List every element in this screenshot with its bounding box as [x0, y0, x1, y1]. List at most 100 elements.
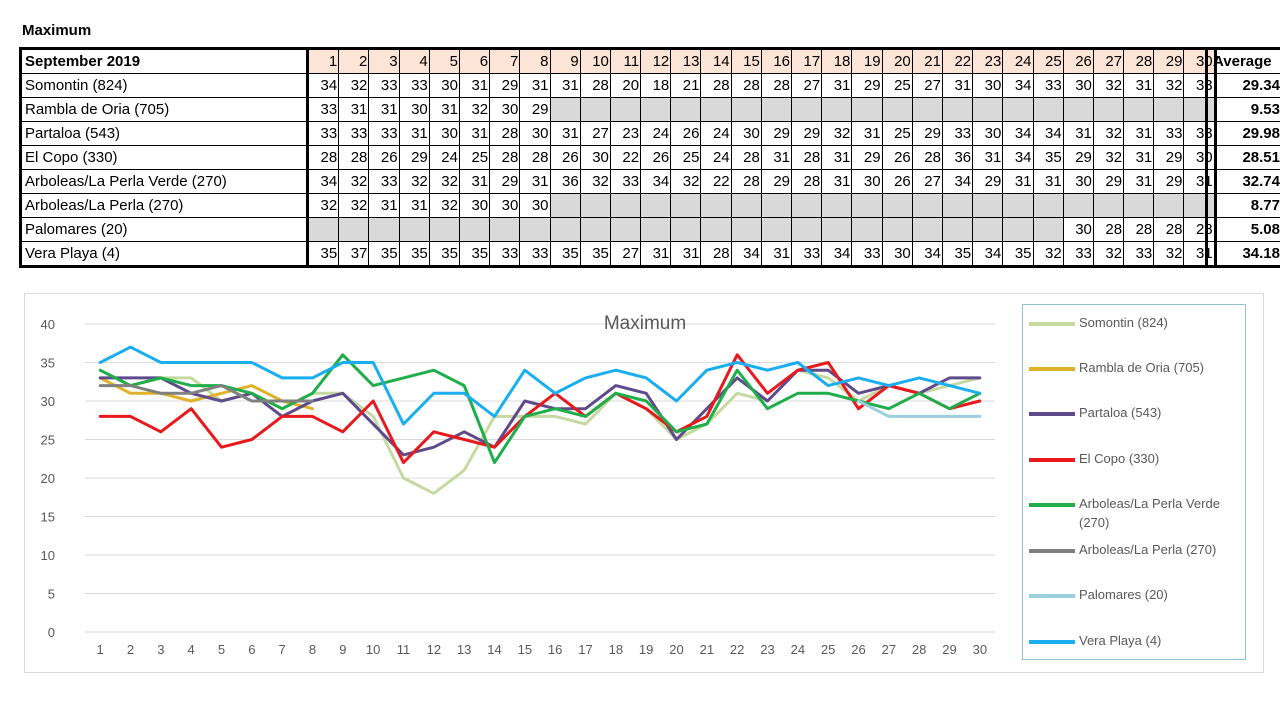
table-cell: 29 [1153, 145, 1185, 170]
table-cell [640, 97, 672, 122]
table-cell: 29 [911, 121, 943, 146]
table-cell [549, 217, 581, 242]
table-cell: 32 [398, 169, 430, 194]
table-cell: 31 [1123, 121, 1155, 146]
table-cell: 30 [398, 97, 430, 122]
x-tick-label: 20 [669, 642, 683, 657]
table-cell: 29 [1062, 145, 1094, 170]
table-cell: 29 [851, 73, 883, 98]
table-cell: 24 [700, 121, 732, 146]
table-cell: 26 [670, 121, 702, 146]
table-cell: 28 [519, 145, 551, 170]
table-cell: 26 [368, 145, 400, 170]
day-header: 3 [368, 48, 400, 74]
table-cell: 31 [549, 73, 581, 98]
table-cell: 24 [700, 145, 732, 170]
table-cell [1002, 97, 1034, 122]
table-cell: 32 [1092, 241, 1125, 267]
table-cell: 36 [549, 169, 581, 194]
day-header: 12 [640, 48, 672, 74]
station-name: Somontin (824) [20, 73, 309, 98]
x-tick-label: 11 [397, 642, 411, 657]
table-cell: 30 [1062, 73, 1094, 98]
series-line-arboleas-la-perla-verde-270 [98, 353, 982, 465]
y-tick-label: 15 [41, 510, 55, 525]
table-cell: 32 [1153, 73, 1185, 98]
table-cell: 31 [941, 73, 974, 98]
x-tick-label: 16 [548, 642, 562, 657]
table-cell: 28 [760, 73, 793, 98]
table-row: Partaloa (543) 33 33 33 31 30 31 28 30 31 27 23 24 26… [20, 121, 1216, 146]
x-tick-label: 27 [882, 642, 896, 657]
legend-swatch [1029, 412, 1075, 416]
table-cell: 37 [338, 241, 370, 267]
day-header: 18 [821, 48, 853, 74]
x-tick-label: 17 [578, 642, 592, 657]
table-cell: 33 [368, 73, 400, 98]
table-cell: 35 [368, 241, 400, 267]
day-header: 23 [972, 48, 1004, 74]
x-tick-label: 23 [760, 642, 774, 657]
table-cell: 31 [1123, 169, 1155, 194]
table-cell [1123, 193, 1155, 218]
chart-title: Maximum [604, 313, 686, 334]
chart-legend: Somontin (824) Rambla de Oria (705) Partal… [1022, 304, 1246, 660]
table-cell: 31 [1032, 169, 1064, 194]
table-cell [489, 217, 521, 242]
table-cell: 34 [1002, 121, 1034, 146]
table-cell: 34 [1032, 121, 1064, 146]
table-cell [1002, 193, 1034, 218]
table-cell: 31 [368, 193, 400, 218]
table-cell: 31 [338, 97, 370, 122]
table-cell: 31 [519, 169, 551, 194]
table-cell: 30 [489, 193, 521, 218]
table-cell: 26 [881, 145, 913, 170]
legend-label: Rambla de Oria (705) [1079, 360, 1204, 375]
table-cell [609, 193, 642, 218]
x-tick-label: 22 [730, 642, 744, 657]
day-header: 21 [911, 48, 943, 74]
table-cell [1062, 193, 1094, 218]
average-value: 5.08 [1206, 217, 1280, 242]
table-header-row: September 2019 1 2 3 4 5 6 7 8 9 10 11 12 13 14 15 16 17… [20, 48, 1216, 74]
x-tick-label: 9 [339, 642, 346, 657]
table-cell: 29 [489, 73, 521, 98]
table-cell: 36 [941, 145, 974, 170]
day-header: 15 [730, 48, 762, 74]
table-cell [760, 217, 793, 242]
table-cell: 31 [549, 121, 581, 146]
table-cell [640, 193, 672, 218]
table-cell [730, 193, 762, 218]
table-cell [398, 217, 430, 242]
table-cell: 34 [941, 169, 974, 194]
x-tick-label: 3 [157, 642, 164, 657]
table-cell [579, 217, 611, 242]
table-cell: 28 [489, 145, 521, 170]
day-header: 24 [1002, 48, 1034, 74]
average-value: 28.51 [1206, 145, 1280, 170]
table-cell: 31 [821, 145, 853, 170]
table-cell: 33 [338, 121, 370, 146]
table-cell: 28 [579, 73, 611, 98]
table-cell: 32 [821, 121, 853, 146]
table-cell: 18 [640, 73, 672, 98]
table-cell: 33 [1032, 73, 1064, 98]
average-value: 29.98 [1206, 121, 1280, 146]
table-cell: 25 [670, 145, 702, 170]
table-cell: 32 [1032, 241, 1064, 267]
table-cell [609, 217, 642, 242]
average-row: 32.74 [1206, 169, 1280, 194]
table-cell: 32 [458, 97, 491, 122]
series-line-palomares-20 [857, 399, 982, 418]
table-cell [1092, 97, 1125, 122]
table-cell: 21 [670, 73, 702, 98]
table-row: Palomares (20) 30 28 28 28 28 [20, 217, 1216, 242]
x-tick-label: 10 [366, 642, 380, 657]
table-cell: 35 [579, 241, 611, 267]
table-cell: 32 [306, 193, 340, 218]
table-cell: 30 [428, 73, 460, 98]
table-cell: 32 [1092, 121, 1125, 146]
table-cell: 29 [489, 169, 521, 194]
day-header: 17 [790, 48, 823, 74]
